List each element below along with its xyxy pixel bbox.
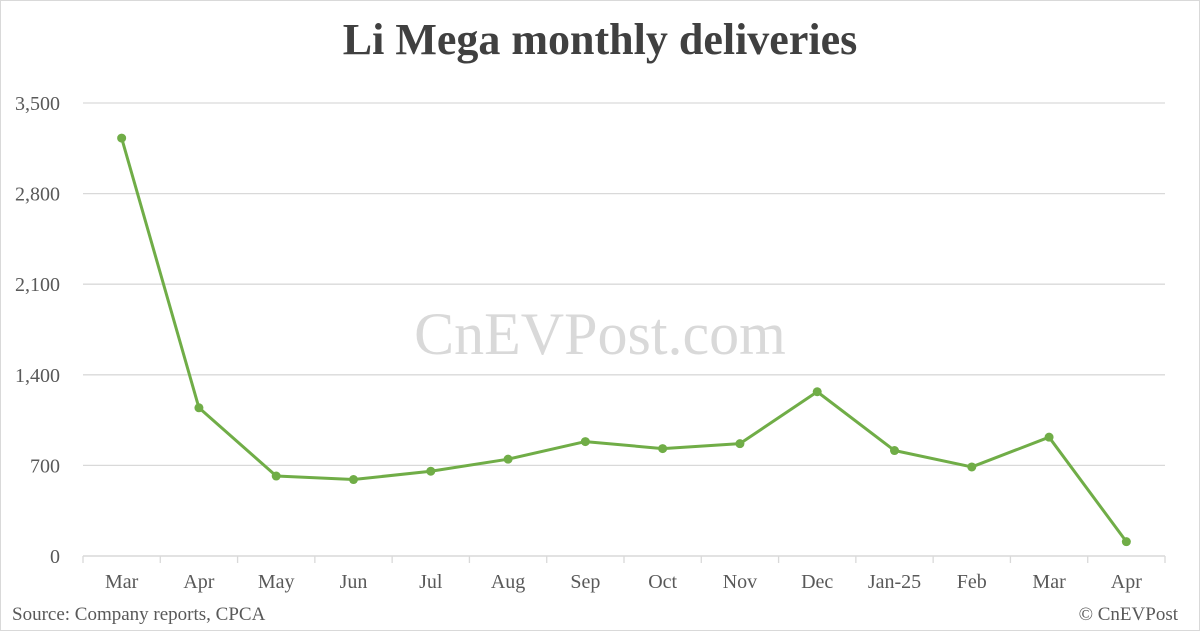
data-point (1044, 432, 1054, 442)
data-point (426, 466, 436, 476)
data-point (194, 403, 204, 413)
x-tick-label: Feb (957, 571, 987, 593)
x-tick-label: Apr (183, 571, 214, 593)
y-tick-label: 1,400 (15, 365, 60, 387)
x-tick-label: Sep (570, 571, 600, 593)
y-axis-tick-labels: 0 700 1,400 2,100 2,800 3,500 (15, 93, 60, 568)
data-point (580, 437, 590, 447)
data-point (812, 387, 822, 397)
x-tick-label: Apr (1111, 571, 1142, 593)
x-tick-label: Mar (1032, 571, 1066, 593)
y-tick-label: 0 (50, 546, 60, 568)
x-tick-label: Aug (491, 571, 525, 593)
x-tick-label: Nov (723, 571, 757, 593)
data-point (1121, 537, 1131, 547)
x-tick-label: Jul (419, 571, 443, 593)
x-tick-label: Jun (340, 571, 368, 593)
x-axis-tick-labels: Mar Apr May Jun Jul Aug Sep Oct Nov Dec Jan-25 Feb M… (105, 571, 1142, 593)
source-note: Source: Company reports, CPCA (12, 604, 266, 625)
x-tick-label: May (258, 571, 295, 593)
copyright-note: © CnEVPost (1078, 604, 1178, 625)
x-tick-label: Dec (801, 571, 833, 593)
gridlines (83, 102, 1165, 467)
data-points (117, 133, 1131, 547)
chart-title: Li Mega monthly deliveries (342, 15, 858, 64)
data-point (503, 454, 513, 464)
y-tick-label: 2,100 (15, 274, 60, 296)
data-point (271, 471, 281, 481)
y-tick-label: 700 (30, 455, 60, 477)
data-point (658, 444, 668, 454)
series-line (120, 137, 1128, 543)
y-tick-label: 2,800 (15, 184, 60, 206)
x-tick-label: Jan-25 (868, 571, 921, 593)
data-point (735, 439, 745, 449)
x-tick-label: Oct (648, 571, 677, 593)
watermark: CnEVPost.com (414, 301, 786, 367)
x-tick-label: Mar (105, 571, 139, 593)
x-axis-tick-marks (82, 556, 1166, 563)
data-point (967, 462, 977, 472)
y-tick-label: 3,500 (15, 93, 60, 115)
data-point (890, 446, 899, 456)
data-point (349, 475, 358, 485)
data-point (117, 133, 127, 143)
